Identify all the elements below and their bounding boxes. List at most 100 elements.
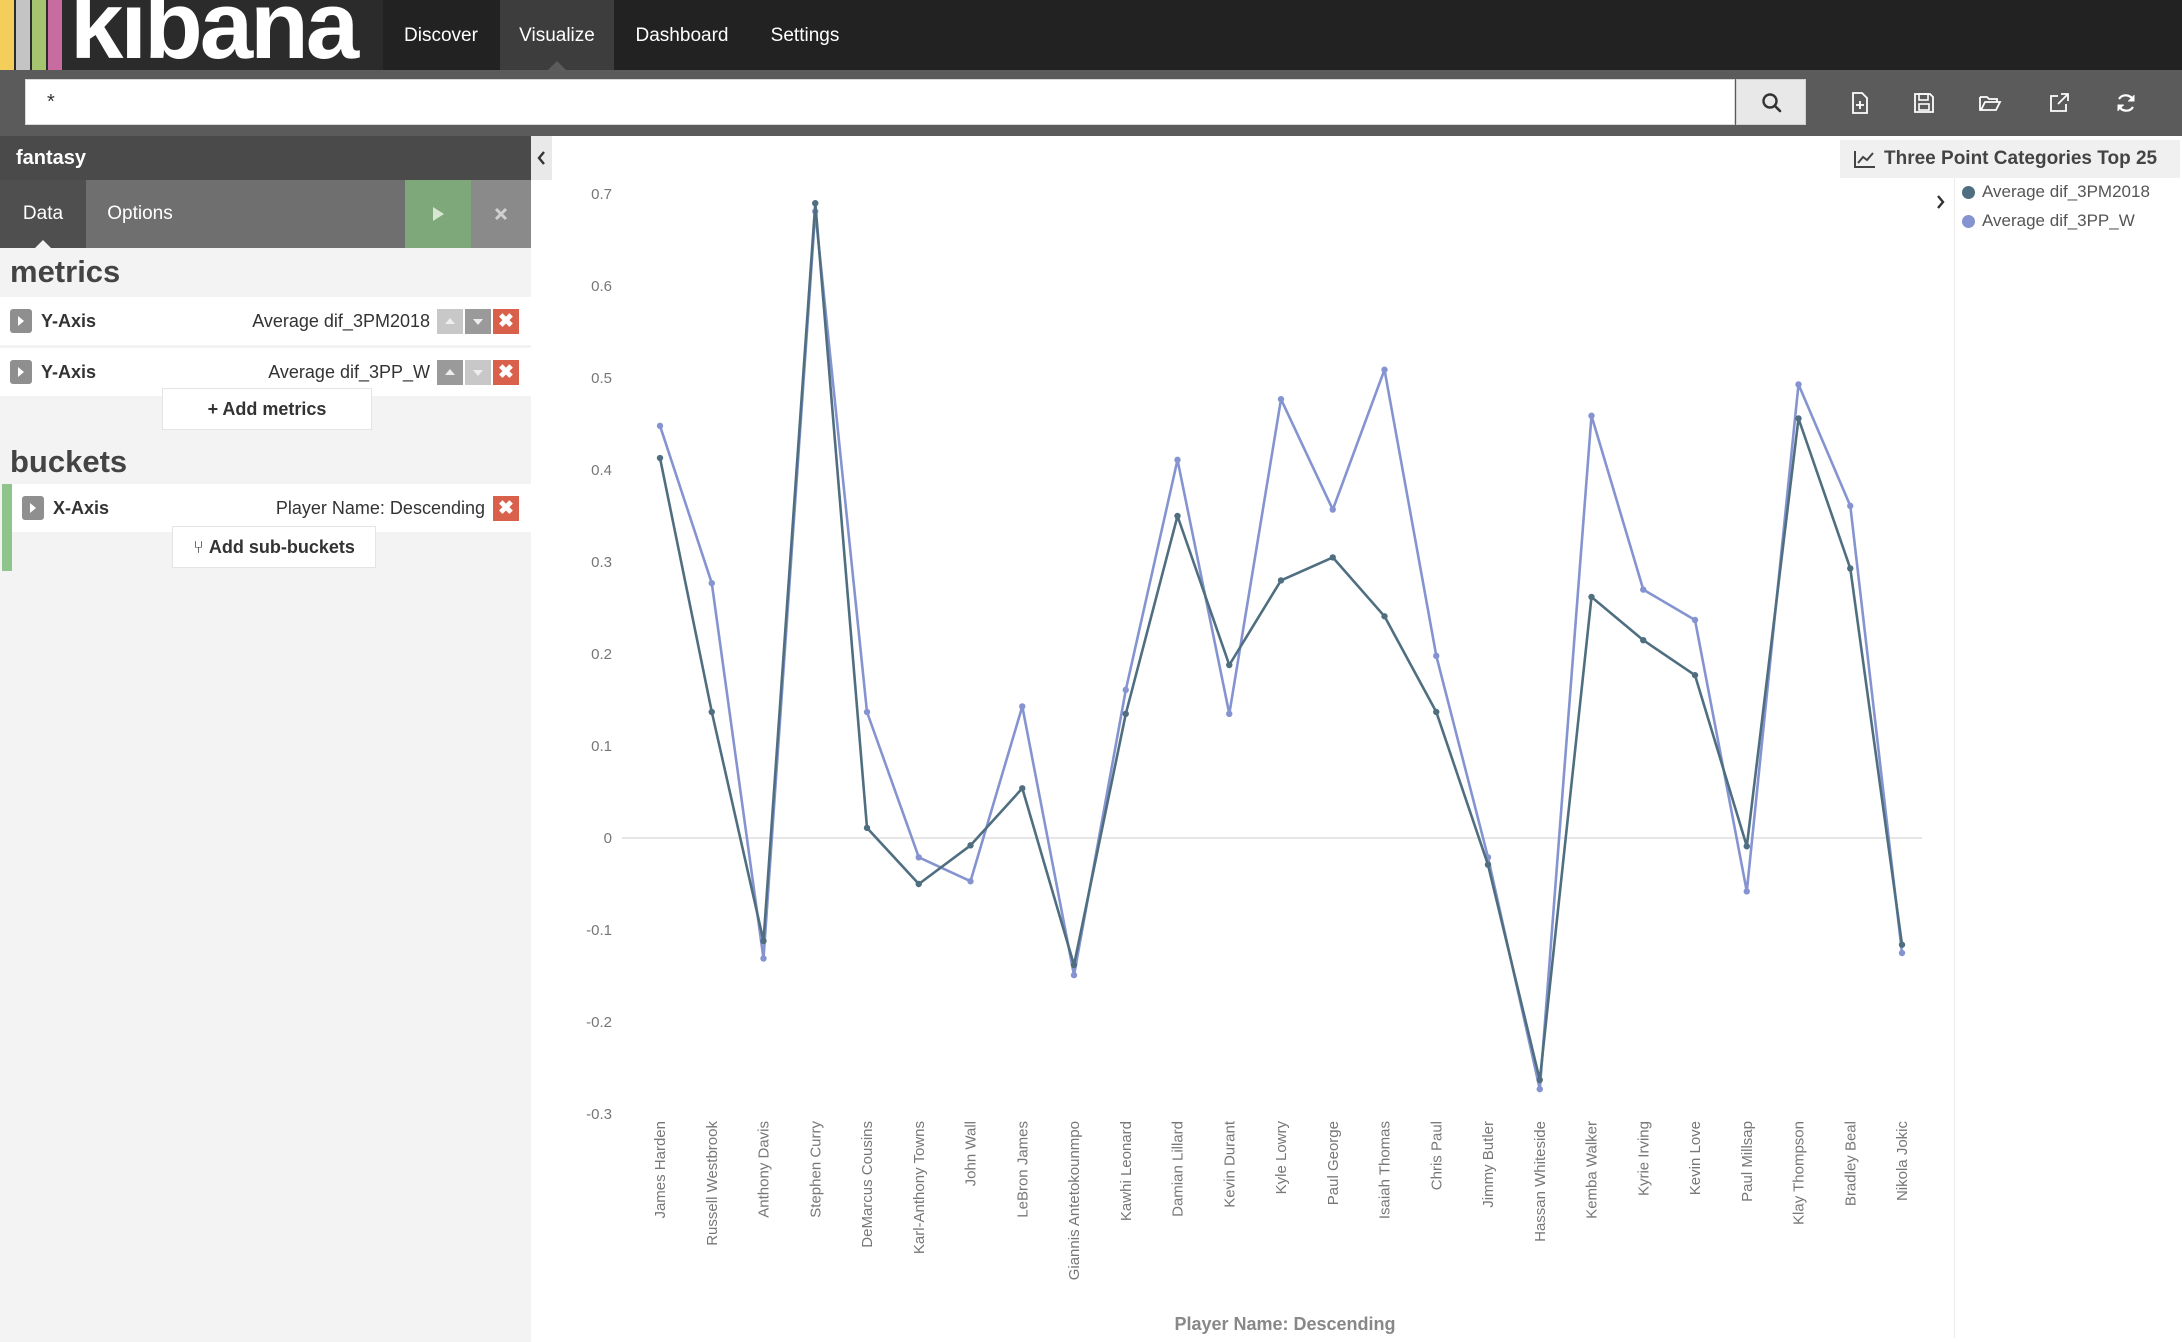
remove-bucket-button[interactable]: ✖ xyxy=(493,496,519,521)
data-point[interactable] xyxy=(760,955,767,962)
data-point[interactable] xyxy=(915,854,922,861)
y-tick-label: 0.6 xyxy=(591,278,612,295)
data-point[interactable] xyxy=(1588,412,1595,419)
data-point[interactable] xyxy=(656,454,664,462)
tab-data[interactable]: Data xyxy=(0,180,86,248)
nav-tab-visualize[interactable]: Visualize xyxy=(500,0,614,70)
move-up-button[interactable] xyxy=(437,309,463,334)
series-line[interactable] xyxy=(658,210,1904,1091)
logo-stripe xyxy=(48,0,62,70)
data-point[interactable] xyxy=(1640,637,1647,644)
data-point[interactable] xyxy=(967,842,974,849)
data-point[interactable] xyxy=(1847,502,1854,510)
data-point[interactable] xyxy=(1484,861,1492,868)
data-point[interactable] xyxy=(760,937,767,945)
data-point[interactable] xyxy=(1329,554,1336,561)
data-point[interactable] xyxy=(1122,710,1129,717)
expand-toggle-icon[interactable] xyxy=(22,496,44,520)
data-point[interactable] xyxy=(863,708,871,716)
move-down-button[interactable] xyxy=(465,360,491,385)
data-point[interactable] xyxy=(1226,710,1233,717)
x-tick-label: Kawhi Leonard xyxy=(1118,1121,1135,1221)
metric-row: Y-Axis Average dif_3PM2018 ✖ xyxy=(0,297,531,345)
add-sub-buckets-label: Add sub-buckets xyxy=(208,537,355,557)
metric-row: Y-Axis Average dif_3PP_W ✖ xyxy=(0,348,531,396)
x-axis-title: Player Name: Descending xyxy=(1174,1314,1395,1334)
share-icon[interactable] xyxy=(2046,90,2072,116)
remove-metric-button[interactable]: ✖ xyxy=(493,360,519,385)
data-point[interactable] xyxy=(1588,593,1595,601)
apply-changes-button[interactable] xyxy=(405,180,471,248)
data-point[interactable] xyxy=(1019,785,1026,792)
play-icon xyxy=(433,207,444,221)
data-point[interactable] xyxy=(1691,671,1699,679)
data-point[interactable] xyxy=(1122,686,1129,694)
data-point[interactable] xyxy=(1691,616,1699,624)
metric-description: Average dif_3PM2018 xyxy=(252,311,430,331)
move-down-button[interactable] xyxy=(465,309,491,334)
search-button[interactable] xyxy=(1736,79,1806,125)
data-point[interactable] xyxy=(967,878,974,885)
remove-metric-button[interactable]: ✖ xyxy=(493,309,519,334)
nav-tab-dashboard[interactable]: Dashboard xyxy=(635,25,729,46)
move-up-button[interactable] xyxy=(437,360,463,385)
data-point[interactable] xyxy=(1070,961,1078,969)
series-line[interactable] xyxy=(658,201,1904,1082)
data-point[interactable] xyxy=(1898,941,1906,948)
expand-toggle-icon[interactable] xyxy=(10,360,32,384)
data-point[interactable] xyxy=(1329,506,1336,513)
nav-tab-settings[interactable]: Settings xyxy=(770,25,840,46)
data-point[interactable] xyxy=(708,579,715,587)
tab-options[interactable]: Options xyxy=(107,203,173,224)
data-point[interactable] xyxy=(1070,971,1078,979)
legend-item[interactable]: Average dif_3PM2018 xyxy=(1960,178,2150,206)
y-tick-label: 0.7 xyxy=(591,186,612,203)
refresh-icon[interactable] xyxy=(2113,90,2139,116)
data-point[interactable] xyxy=(1381,366,1388,373)
data-point[interactable] xyxy=(863,824,871,832)
discard-changes-button[interactable] xyxy=(471,180,531,248)
x-tick-label: Kevin Love xyxy=(1687,1121,1704,1195)
x-tick-label: Russell Westbrook xyxy=(704,1121,721,1246)
add-sub-buckets-button[interactable]: ⑂ Add sub-buckets xyxy=(172,526,376,568)
open-icon[interactable] xyxy=(1977,90,2003,116)
data-point[interactable] xyxy=(1174,456,1181,464)
data-point[interactable] xyxy=(656,422,664,430)
data-point[interactable] xyxy=(1640,586,1647,593)
kibana-logo[interactable]: kibana xyxy=(0,0,383,70)
save-icon[interactable] xyxy=(1911,90,1937,116)
logo-stripe xyxy=(32,0,46,70)
split-icon: ⑂ xyxy=(193,537,209,557)
data-point[interactable] xyxy=(1277,577,1285,584)
data-point[interactable] xyxy=(1795,381,1802,388)
data-point[interactable] xyxy=(1433,708,1440,716)
data-point[interactable] xyxy=(812,200,819,207)
legend-label: Average dif_3PP_W xyxy=(1982,211,2135,230)
nav-tab-discover[interactable]: Discover xyxy=(404,25,478,46)
bucket-row: X-Axis Player Name: Descending ✖ xyxy=(12,484,531,532)
data-point[interactable] xyxy=(1226,661,1233,669)
data-point[interactable] xyxy=(1174,512,1181,520)
chevron-left-icon xyxy=(537,151,545,165)
add-metrics-button[interactable]: + Add metrics xyxy=(162,388,372,430)
data-point[interactable] xyxy=(1381,613,1388,620)
search-input[interactable] xyxy=(25,79,1735,125)
data-point[interactable] xyxy=(1536,1076,1543,1084)
expand-toggle-icon[interactable] xyxy=(10,309,32,333)
data-point[interactable] xyxy=(1019,703,1026,710)
legend-toggle-button[interactable] xyxy=(1930,182,1952,222)
data-point[interactable] xyxy=(1743,843,1750,850)
data-point[interactable] xyxy=(1795,415,1802,422)
new-visualization-icon[interactable] xyxy=(1847,90,1873,116)
data-point[interactable] xyxy=(1898,949,1906,957)
data-point[interactable] xyxy=(915,880,922,888)
visualization-title-text: Three Point Categories Top 25 xyxy=(1884,148,2158,169)
data-point[interactable] xyxy=(1277,395,1285,403)
data-point[interactable] xyxy=(1536,1085,1543,1093)
data-point[interactable] xyxy=(1433,652,1440,660)
data-point[interactable] xyxy=(708,708,715,716)
collapse-sidebar-button[interactable] xyxy=(531,136,552,180)
legend-item[interactable]: Average dif_3PP_W xyxy=(1960,207,2135,235)
data-point[interactable] xyxy=(1743,888,1750,895)
data-point[interactable] xyxy=(1847,565,1854,572)
